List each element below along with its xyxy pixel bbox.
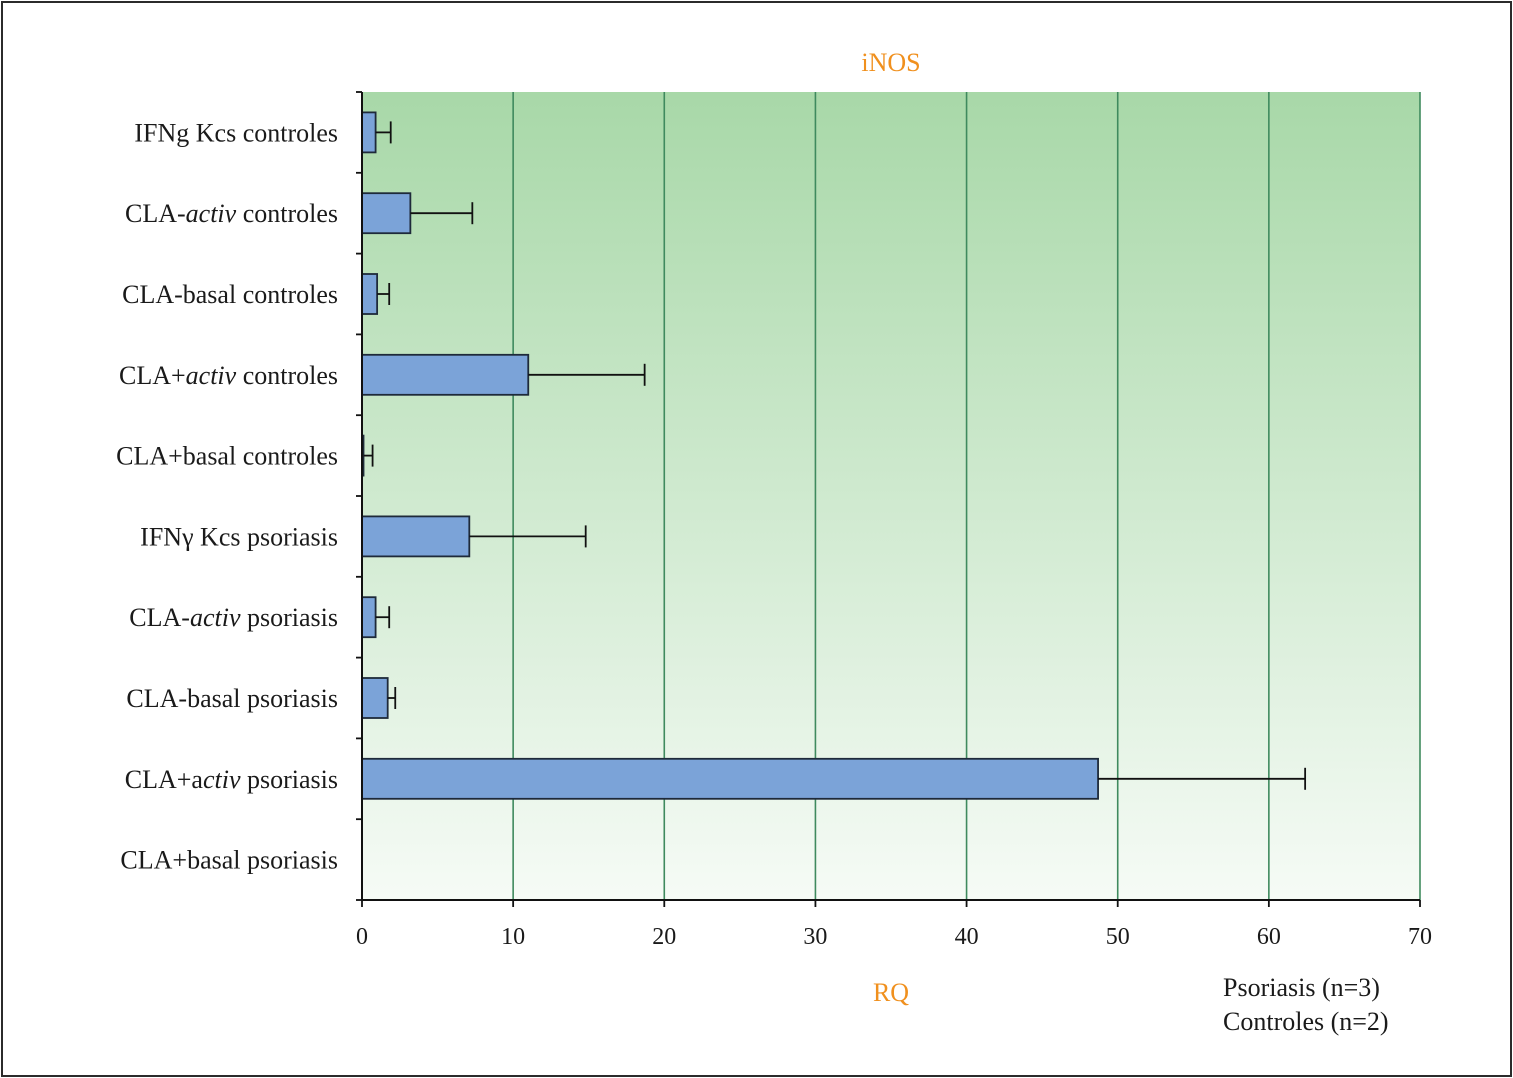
category-label-6: CLA-activ psoriasis [129, 603, 338, 632]
chart-title: iNOS [861, 48, 920, 77]
chart: IFNg Kcs controles CLA-activ controles CLA… [116, 48, 1432, 1036]
x-axis-label: RQ [873, 978, 909, 1007]
bar-1 [361, 192, 412, 235]
x-tick-label-60: 60 [1257, 924, 1281, 950]
x-tick-label-0: 0 [356, 924, 368, 950]
x-tick-label-10: 10 [501, 924, 525, 950]
category-labels: IFNg Kcs controles CLA-activ controles CLA… [116, 118, 338, 874]
bar-3 [361, 353, 530, 396]
sample-size-note-controles: Controles (n=2) [1223, 1007, 1389, 1036]
bar-2 [361, 273, 379, 315]
bar-5 [361, 515, 471, 558]
category-label-3: CLA+activ controles [119, 361, 338, 390]
gridlines [512, 92, 1421, 900]
x-tick-label-70: 70 [1408, 924, 1432, 950]
bar-8 [361, 757, 1099, 800]
bars [361, 111, 1307, 800]
category-label-4: CLA+basal controles [116, 442, 338, 471]
sample-size-note-psoriasis: Psoriasis (n=3) [1223, 973, 1380, 1002]
category-label-1: CLA-activ controles [125, 199, 338, 228]
category-label-5: IFNγ Kcs psoriasis [140, 522, 338, 551]
category-label-9: CLA+basal psoriasis [120, 846, 338, 875]
bar-0 [361, 111, 377, 154]
axes [356, 91, 1421, 907]
x-tick-label-50: 50 [1106, 924, 1130, 950]
category-label-0: IFNg Kcs controles [134, 118, 338, 147]
category-label-7: CLA-basal psoriasis [126, 684, 338, 713]
bar-7 [361, 677, 389, 719]
x-tick-label-40: 40 [955, 924, 979, 950]
x-tick-label-30: 30 [803, 924, 827, 950]
x-tick-label-20: 20 [652, 924, 676, 950]
bar-6 [361, 596, 377, 639]
category-label-8: CLA+activ psoriasis [125, 765, 338, 794]
x-tick-labels: 0 10 20 30 40 50 60 70 [356, 924, 1432, 950]
category-label-2: CLA-basal controles [122, 280, 338, 309]
